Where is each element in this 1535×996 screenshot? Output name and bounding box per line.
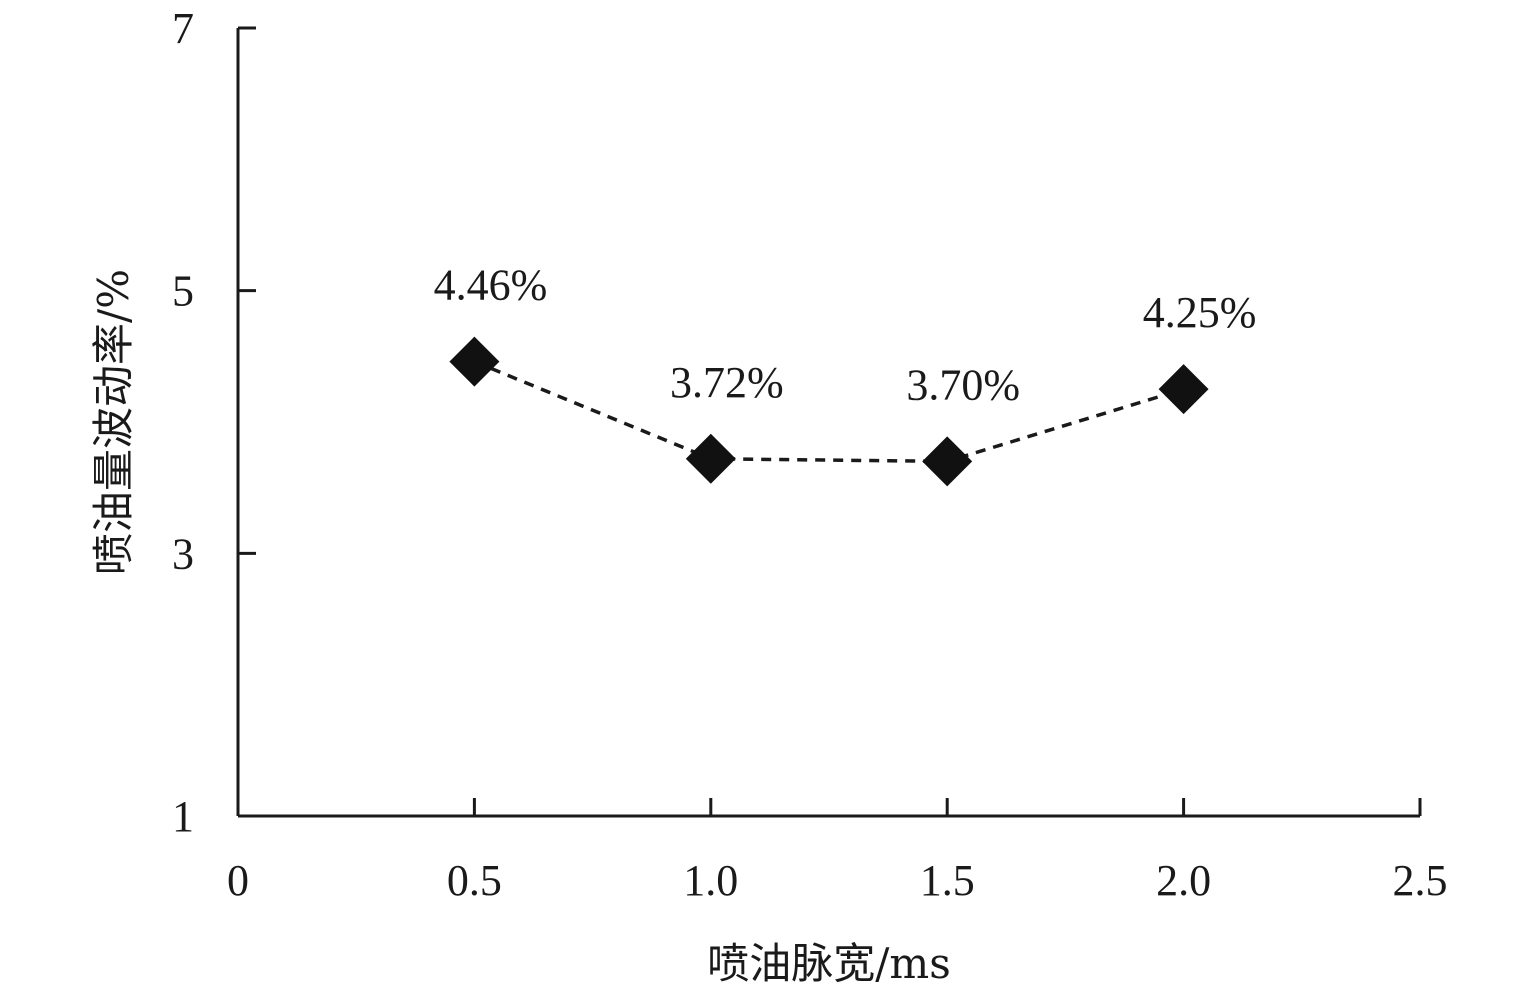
- series-line: [473, 359, 1185, 464]
- axes: [236, 28, 1420, 818]
- y-tick-label: 1: [172, 792, 194, 841]
- ticks: 1 3 5 7 0 0.5 1.0 1.5 2.0 2.5: [172, 4, 1448, 905]
- x-tick-label: 1.5: [920, 856, 975, 905]
- x-axis-title: 喷油脉宽/ms: [707, 939, 951, 988]
- data-point-marker: [449, 336, 500, 387]
- data-label: 3.72%: [670, 358, 784, 407]
- data-point-marker: [922, 436, 973, 487]
- data-label: 4.25%: [1143, 288, 1257, 337]
- x-tick-label: 0.5: [447, 856, 502, 905]
- data-label: 3.70%: [906, 360, 1020, 409]
- data-point-marker: [1158, 364, 1209, 415]
- y-axis-title: 喷油量波动率/%: [89, 269, 138, 575]
- y-tick-label: 5: [172, 267, 194, 316]
- series-layer: 4.46% 3.72% 3.70% 4.25%: [434, 261, 1257, 487]
- x-tick-label: 2.0: [1156, 856, 1211, 905]
- x-tick-label: 2.5: [1393, 856, 1448, 905]
- data-label: 4.46%: [434, 261, 548, 310]
- y-tick-label: 7: [172, 4, 194, 53]
- x-tick-label: 0: [227, 856, 249, 905]
- y-tick-label: 3: [172, 529, 194, 578]
- data-point-marker: [685, 433, 736, 484]
- x-tick-label: 1.0: [683, 856, 738, 905]
